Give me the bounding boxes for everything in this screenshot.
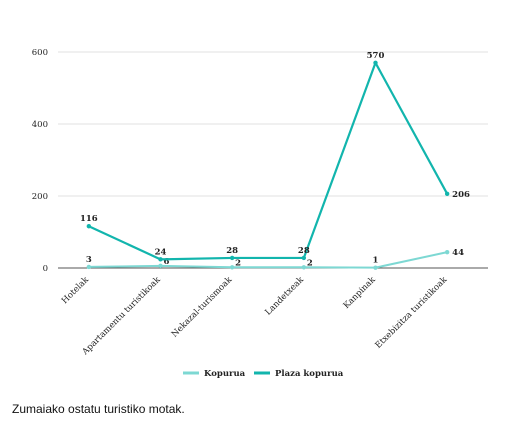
series-line-0	[88, 251, 448, 269]
x-tick-label-2: Nekazal-turismoak	[170, 274, 235, 339]
y-tick-label-600: 600	[32, 48, 48, 58]
series-0-data-label-3: 2	[307, 258, 313, 268]
legend-label-0: Kopurua	[204, 369, 246, 379]
series-1-point-1	[158, 257, 163, 262]
series-1-data-label-3: 28	[298, 246, 310, 256]
series-0-point-4	[373, 265, 378, 270]
series-1-point-5	[444, 191, 450, 197]
series-0-data-label-0: 3	[86, 255, 92, 265]
series-0-data-label-1: 6	[164, 257, 170, 267]
series-1-point-4	[373, 60, 378, 65]
series-0-point-2	[229, 265, 235, 270]
y-tick-label-0: 0	[43, 264, 48, 274]
series-0-point-0	[86, 264, 92, 270]
series-1-data-label-2: 28	[226, 246, 238, 256]
series-0-point-3	[301, 265, 307, 270]
series-0-data-label-4: 1	[373, 256, 379, 266]
series-0-data-label-5: 44	[452, 248, 464, 258]
y-tick-label-400: 400	[32, 120, 48, 130]
series-line-1	[88, 61, 449, 261]
series-1-point-3	[301, 255, 307, 261]
y-tick-label-200: 200	[32, 192, 48, 202]
series-0-point-5	[444, 249, 450, 255]
x-tick-label-1: Apartamentu turistikoak	[80, 274, 163, 357]
chart-caption: Zumaiako ostatu turistiko motak.	[12, 402, 185, 416]
series-1-point-0	[86, 224, 92, 229]
x-tick-label-5: Etxebizitza turistikoak	[374, 274, 450, 350]
series-1-data-label-5: 206	[452, 190, 470, 200]
x-tick-label-4: Kanpinak	[342, 274, 378, 310]
x-tick-label-3: Landetxeak	[263, 274, 306, 317]
x-tick-label-0: Hotelak	[60, 274, 92, 306]
series-0-point-1	[158, 263, 163, 269]
series-1-data-label-4: 570	[367, 51, 385, 61]
series-1-data-label-1: 24	[155, 247, 167, 257]
series-1-point-2	[229, 255, 235, 261]
series-0-data-label-2: 2	[235, 258, 241, 268]
series-1-data-label-0: 116	[80, 214, 98, 224]
legend-label-1: Plaza kopurua	[275, 369, 344, 379]
